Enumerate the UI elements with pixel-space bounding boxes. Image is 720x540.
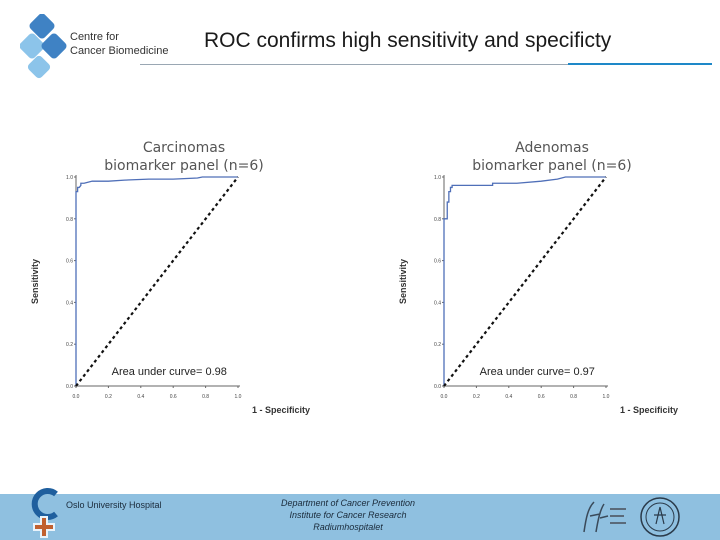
y-tick-label: 0.6 (434, 259, 441, 265)
y-tick-label: 0.2 (434, 342, 441, 348)
logo-shape (41, 33, 67, 59)
foundation-logo-text (610, 515, 624, 517)
hospital-logo-cross (35, 525, 53, 529)
x-tick-label: 0.0 (73, 394, 80, 400)
roc-chart-svg: Adenomas biomarker panel (n=6) 0.0 0.2 0.4 0.… (398, 140, 678, 415)
roc-curve (75, 176, 238, 386)
y-tick-label: 0.6 (66, 259, 73, 265)
x-tick-label: 0.4 (505, 394, 512, 400)
x-tick-label: 1.0 (235, 394, 242, 400)
chart-subtitle: biomarker panel (n=6) (104, 158, 263, 174)
x-tick-label: 0.2 (473, 394, 480, 400)
header-accent-bar (568, 63, 712, 65)
department-line3: Radiumhospitalet (313, 522, 383, 532)
x-tick-label: 0.8 (570, 394, 577, 400)
hospital-logo (31, 488, 58, 538)
x-tick-label: 0.4 (137, 394, 144, 400)
y-axis-label: Sensitivity (398, 259, 408, 304)
x-tick-label: 0.2 (105, 394, 112, 400)
logo-shape (29, 14, 55, 39)
centre-name-line2: Cancer Biomedicine (70, 45, 169, 57)
reference-line (443, 176, 607, 387)
seal-figure (654, 506, 666, 525)
foundation-logo-mark (583, 501, 609, 533)
university-seal (640, 497, 680, 537)
footer-band (0, 494, 720, 540)
roc-chart-svg: Carcinomas biomarker panel (n=6) 0.0 0.2 0.4… (30, 140, 310, 415)
roc-chart-carcinomas: Carcinomas biomarker panel (n=6) 0.0 0.2 0.4… (28, 130, 328, 420)
seal-outer-ring (640, 497, 680, 537)
y-tick-label: 1.0 (66, 175, 73, 181)
y-axis-label: Sensitivity (30, 259, 40, 304)
x-axis-label: 1 - Specificity (620, 405, 678, 415)
auc-annotation: Area under curve= 0.98 (112, 366, 227, 378)
x-tick-label: 1.0 (603, 394, 610, 400)
centre-name: Centre for Cancer Biomedicine (70, 30, 168, 58)
department-line1: Department of Cancer Prevention (280, 498, 416, 508)
hospital-name: Oslo University Hospital (66, 500, 162, 510)
foundation-logo-text (610, 508, 626, 510)
roc-chart-adenomas: Adenomas biomarker panel (n=6) 0.0 0.2 0.4 0.… (396, 130, 696, 420)
y-tick-label: 0.0 (66, 384, 73, 390)
y-tick-label: 0.8 (66, 217, 73, 223)
foundation-logo-text (610, 522, 626, 524)
seal-inner-ring (645, 502, 675, 532)
foundation-logo (583, 501, 626, 533)
logo-shape (20, 33, 45, 59)
y-tick-label: 1.0 (434, 175, 441, 181)
department-info: Department of Cancer Prevention Institut… (248, 497, 448, 533)
x-tick-label: 0.0 (441, 394, 448, 400)
chart-title: Adenomas (515, 140, 589, 156)
y-tick-label: 0.8 (434, 217, 441, 223)
y-tick-label: 0.4 (434, 300, 441, 306)
department-line2: Institute for Cancer Research (289, 510, 407, 520)
roc-curve (443, 176, 606, 386)
header-divider (140, 64, 570, 65)
y-tick-label: 0.4 (66, 300, 73, 306)
reference-line (75, 176, 239, 387)
hospital-logo-ring (31, 488, 58, 520)
x-tick-label: 0.6 (170, 394, 177, 400)
chart-subtitle: biomarker panel (n=6) (472, 158, 631, 174)
slide-title: ROC confirms high sensitivity and specif… (204, 29, 612, 52)
y-tick-label: 0.0 (434, 384, 441, 390)
x-tick-label: 0.6 (538, 394, 545, 400)
chart-title: Carcinomas (143, 140, 225, 156)
logo-shape (27, 55, 51, 79)
x-tick-label: 0.8 (202, 394, 209, 400)
x-axis-label: 1 - Specificity (252, 405, 310, 415)
y-tick-label: 0.2 (66, 342, 73, 348)
centre-name-line1: Centre for (70, 31, 119, 43)
auc-annotation: Area under curve= 0.97 (480, 366, 595, 378)
centre-logo (20, 14, 67, 79)
